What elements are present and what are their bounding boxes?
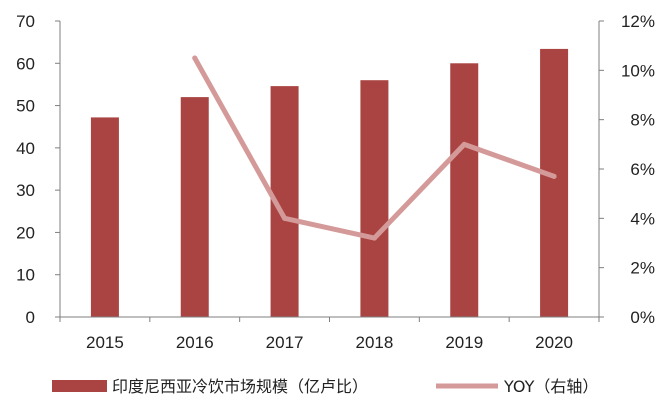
yoy-point-2017	[282, 215, 288, 221]
left-tick-label: 20	[16, 223, 35, 242]
right-tick-label: 2%	[630, 259, 655, 278]
yoy-point-2016	[192, 55, 198, 61]
right-tick-label: 4%	[630, 209, 655, 228]
left-tick-label: 70	[16, 12, 35, 31]
x-tick-label: 2020	[535, 333, 573, 352]
bar-2016	[180, 97, 209, 317]
bar-2019	[450, 63, 479, 318]
right-tick-label: 8%	[630, 111, 655, 130]
legend-line-label: YOY（右轴）	[503, 377, 598, 396]
left-tick-label: 0	[26, 308, 35, 327]
right-tick-label: 6%	[630, 160, 655, 179]
left-tick-label: 40	[16, 139, 35, 158]
left-tick-label: 30	[16, 181, 35, 200]
x-tick-label: 2016	[176, 333, 214, 352]
legend-bar-swatch	[52, 380, 107, 392]
left-tick-label: 10	[16, 266, 35, 285]
bar-series	[90, 48, 569, 318]
yoy-point-2020	[551, 173, 557, 179]
right-tick-label: 0%	[630, 308, 655, 327]
left-tick-label: 60	[16, 54, 35, 73]
yoy-line-series	[192, 55, 557, 241]
legend-bar-label: 印度尼西亚冷饮市场规模（亿卢比）	[112, 377, 368, 396]
bar-2018	[360, 80, 389, 317]
x-tick-label: 2018	[356, 333, 394, 352]
x-tick-label: 2019	[445, 333, 483, 352]
legend: 印度尼西亚冷饮市场规模（亿卢比） YOY（右轴）	[52, 377, 598, 396]
x-tick-label: 2015	[86, 333, 124, 352]
bar-2015	[90, 117, 119, 317]
bar-2020	[540, 48, 569, 318]
right-tick-label: 10%	[621, 61, 655, 80]
yoy-point-2019	[461, 141, 467, 147]
left-tick-label: 50	[16, 97, 35, 116]
right-tick-label: 12%	[621, 12, 655, 31]
x-tick-label: 2017	[266, 333, 304, 352]
yoy-point-2018	[371, 235, 377, 241]
axes: 0 10 20 30 40 50 60 70 0% 2% 4% 6% 8% 10% 12% 2015 2016 2…	[16, 12, 655, 352]
